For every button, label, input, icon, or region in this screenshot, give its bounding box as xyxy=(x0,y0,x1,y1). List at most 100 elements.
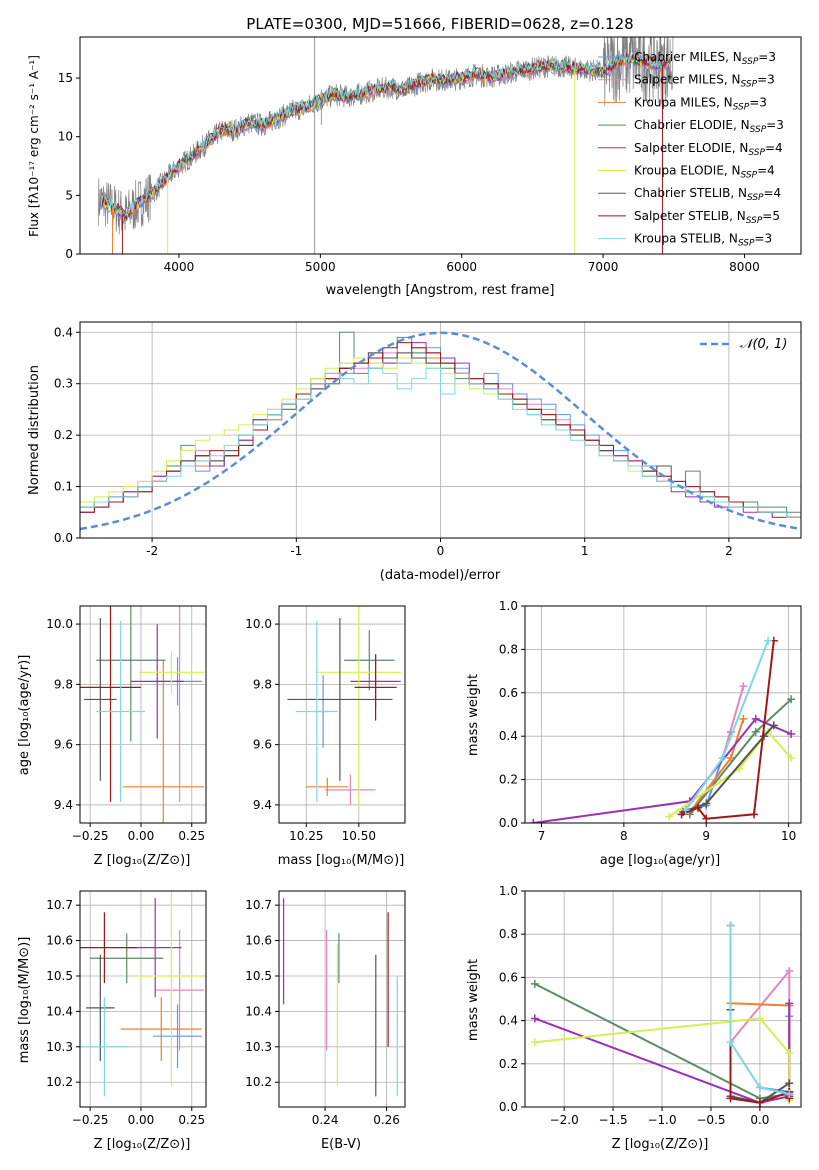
weight-marker xyxy=(769,721,778,730)
y-tick-label: 0.4 xyxy=(499,1014,518,1028)
axes-frame xyxy=(278,890,406,1108)
y-tick-label: 9.4 xyxy=(54,798,73,812)
y-tick-label: 10.2 xyxy=(245,1075,272,1089)
y-axis-label: Normed distribution xyxy=(27,365,42,495)
x-tick-label: 0.26 xyxy=(373,1113,400,1127)
x-tick-label: 10.25 xyxy=(289,829,323,843)
weight-marker xyxy=(702,799,711,808)
x-tick-label: −2.0 xyxy=(550,1113,579,1127)
axes-frame xyxy=(524,890,802,1108)
weight-z-plot: −2.0 −1.5 −1.0 −0.5 0.0 0.0 0.2 0.4 0.6 0.8 1.0 xyxy=(499,884,802,1127)
x-tick-label: −1.5 xyxy=(599,1113,628,1127)
y-tick-label: 0.0 xyxy=(54,531,73,545)
x-tick-label: 6000 xyxy=(446,260,477,274)
weight-series xyxy=(668,730,792,818)
weight-marker xyxy=(750,810,759,819)
x-tick-label: 0.00 xyxy=(128,829,155,843)
y-tick-label: 10.6 xyxy=(245,934,272,948)
y-tick-label: 10.4 xyxy=(46,1004,73,1018)
y-tick-label: 0.3 xyxy=(54,377,73,391)
y-tick-label: 10.6 xyxy=(46,934,73,948)
x-axis-label: wavelength [Angstrom, rest frame] xyxy=(326,283,555,298)
weight-marker xyxy=(739,682,748,691)
weight-marker xyxy=(530,1038,539,1047)
x-tick-label: 10 xyxy=(781,829,796,843)
chart-title: PLATE=0300, MJD=51666, FIBERID=0628, z=0… xyxy=(246,15,633,33)
weight-marker xyxy=(785,966,794,975)
legend-label: Salpeter STELIB, NSSP=5 xyxy=(634,209,780,226)
axes-frame xyxy=(79,890,207,1108)
x-tick-label: −0.5 xyxy=(696,1113,725,1127)
y-tick-label: 10.7 xyxy=(46,898,73,912)
weight-series xyxy=(729,925,790,1095)
x-tick-label: 7000 xyxy=(588,260,619,274)
legend-label: Chabrier MILES, NSSP=3 xyxy=(634,50,776,67)
weight-marker xyxy=(694,803,703,812)
weight-marker xyxy=(751,714,760,723)
legend-label: Chabrier ELODIE, NSSP=3 xyxy=(634,118,784,135)
x-tick-label: 0.0 xyxy=(750,1113,769,1127)
axes-frame xyxy=(79,36,802,255)
x-tick-label: 8000 xyxy=(729,260,760,274)
y-tick-label: 0.6 xyxy=(499,686,518,700)
legend-label: Kroupa STELIB, NSSP=3 xyxy=(634,232,772,249)
x-tick-label: 5000 xyxy=(305,260,336,274)
errorbar-clip xyxy=(287,606,401,808)
y-tick-label: 0.2 xyxy=(499,1057,518,1071)
x-axis-label: Z [log₁₀(Z/Z⊙)] xyxy=(94,1137,191,1152)
y-tick-label: 10 xyxy=(58,130,73,144)
axes-frame xyxy=(79,605,207,824)
weight-marker xyxy=(787,730,796,739)
y-tick-label: 0.0 xyxy=(499,1100,518,1114)
y-tick-label: 10.7 xyxy=(245,898,272,912)
weight-marker xyxy=(702,814,711,823)
gaussian-curve xyxy=(80,331,799,531)
y-tick-label: 0.4 xyxy=(499,729,518,743)
y-tick-label: 1.0 xyxy=(499,599,518,613)
y-tick-label: 10.3 xyxy=(245,1040,272,1054)
weight-marker xyxy=(726,1038,735,1047)
y-tick-label: 9.6 xyxy=(54,738,73,752)
y-tick-label: 10.2 xyxy=(46,1075,73,1089)
weight-marker xyxy=(785,1079,794,1088)
x-tick-label: 7 xyxy=(538,829,546,843)
y-tick-label: 10.4 xyxy=(245,1004,272,1018)
legend-label: Kroupa MILES, NSSP=3 xyxy=(634,95,767,112)
weight-marker xyxy=(785,1090,794,1099)
weight-marker xyxy=(677,810,686,819)
x-tick-label: 2 xyxy=(725,544,733,558)
x-tick-label: 8 xyxy=(620,829,628,843)
x-axis-label: age [log₁₀(age/yr)] xyxy=(600,853,721,868)
weight-marker xyxy=(681,805,690,814)
errorbar-clip xyxy=(283,898,398,1097)
weight-marker xyxy=(751,727,760,736)
weight-marker xyxy=(665,812,674,821)
x-axis-label: E(B-V) xyxy=(321,1137,361,1152)
weight-marker xyxy=(530,979,539,988)
legend-label: Salpeter ELODIE, NSSP=4 xyxy=(634,141,783,158)
y-axis-label: Flux [fλ10⁻¹⁷ erg cm⁻² s⁻¹ A⁻¹] xyxy=(27,55,41,237)
weight-marker xyxy=(764,636,773,645)
errorbar-clip xyxy=(80,891,206,1097)
y-tick-label: 10.5 xyxy=(245,969,272,983)
x-tick-label: −0.25 xyxy=(72,1113,109,1127)
gaussian-legend-label: 𝒩(0, 1) xyxy=(740,337,787,352)
weight-marker xyxy=(718,753,727,762)
y-axis-label: mass [log₁₀(M/M⊙)] xyxy=(17,937,32,1064)
weight-marker xyxy=(726,921,735,930)
y-tick-label: 9.4 xyxy=(253,798,272,812)
y-tick-label: 15 xyxy=(58,71,73,85)
weight-marker xyxy=(755,1014,764,1023)
spectrum-legend: Chabrier MILES, NSSP=3 Salpeter MILES, NS… xyxy=(598,50,784,249)
x-tick-label: 0.25 xyxy=(178,1113,205,1127)
weight-age-plot: 7 8 9 10 0.0 0.2 0.4 0.6 0.8 1.0 xyxy=(499,599,802,843)
weight-marker xyxy=(529,819,538,823)
legend-label: Salpeter MILES, NSSP=3 xyxy=(634,73,775,90)
y-tick-label: 9.8 xyxy=(253,677,272,691)
x-tick-label: 0.25 xyxy=(178,829,205,843)
y-axis-label: mass weight xyxy=(466,674,481,756)
errorbar-clip xyxy=(80,606,204,823)
x-axis-label: mass [log₁₀(M/M⊙)] xyxy=(278,853,405,868)
x-tick-label: −0.25 xyxy=(72,829,109,843)
x-tick-label: 1 xyxy=(581,544,589,558)
